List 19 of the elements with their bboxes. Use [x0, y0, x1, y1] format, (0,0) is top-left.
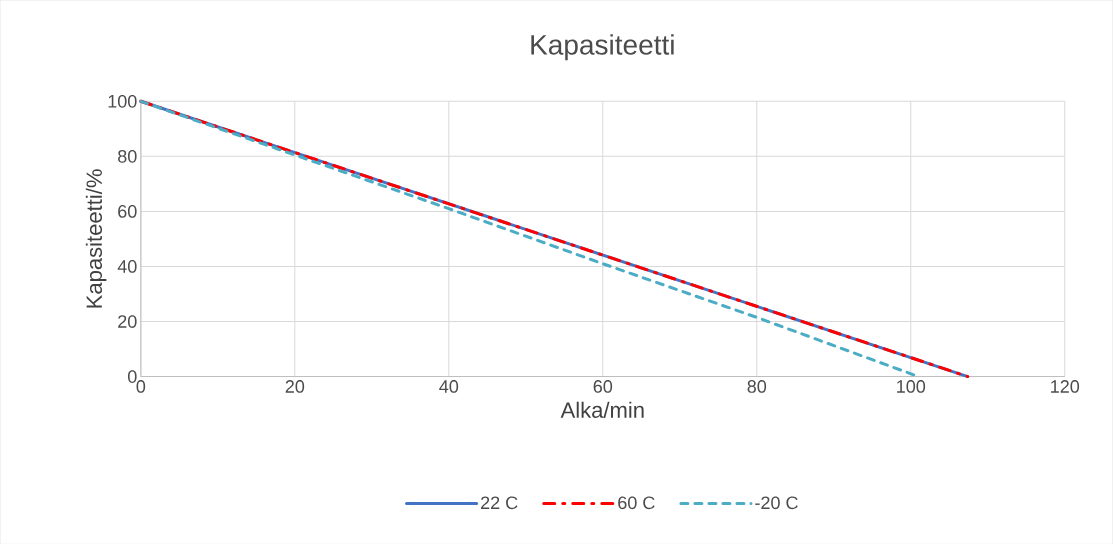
- x-tick-label: 0: [136, 379, 146, 393]
- y-axis-title: Kapasiteetti/%: [85, 169, 107, 308]
- legend-label: 60 C: [618, 496, 655, 509]
- y-tick-label: 100: [108, 94, 137, 108]
- y-tick-label: 60: [118, 204, 137, 218]
- y-tick-label: 80: [118, 149, 137, 163]
- x-tick-label: 60: [593, 379, 613, 393]
- y-tick-label: 40: [117, 259, 137, 273]
- legend-label: -20 C: [755, 496, 798, 509]
- legend-label: 22 C: [481, 496, 518, 509]
- chart-title: Kapasiteetti: [531, 33, 674, 61]
- x-axis-title: Alka/min: [560, 401, 644, 418]
- x-tick-label: 120: [1051, 379, 1080, 393]
- y-tick-label: 0: [127, 369, 137, 383]
- y-tick-label: 20: [118, 314, 137, 328]
- x-tick-label: 40: [439, 379, 459, 393]
- x-tick-label: 20: [285, 379, 305, 393]
- x-tick-label: 100: [897, 379, 926, 393]
- x-tick-label: 80: [747, 379, 767, 393]
